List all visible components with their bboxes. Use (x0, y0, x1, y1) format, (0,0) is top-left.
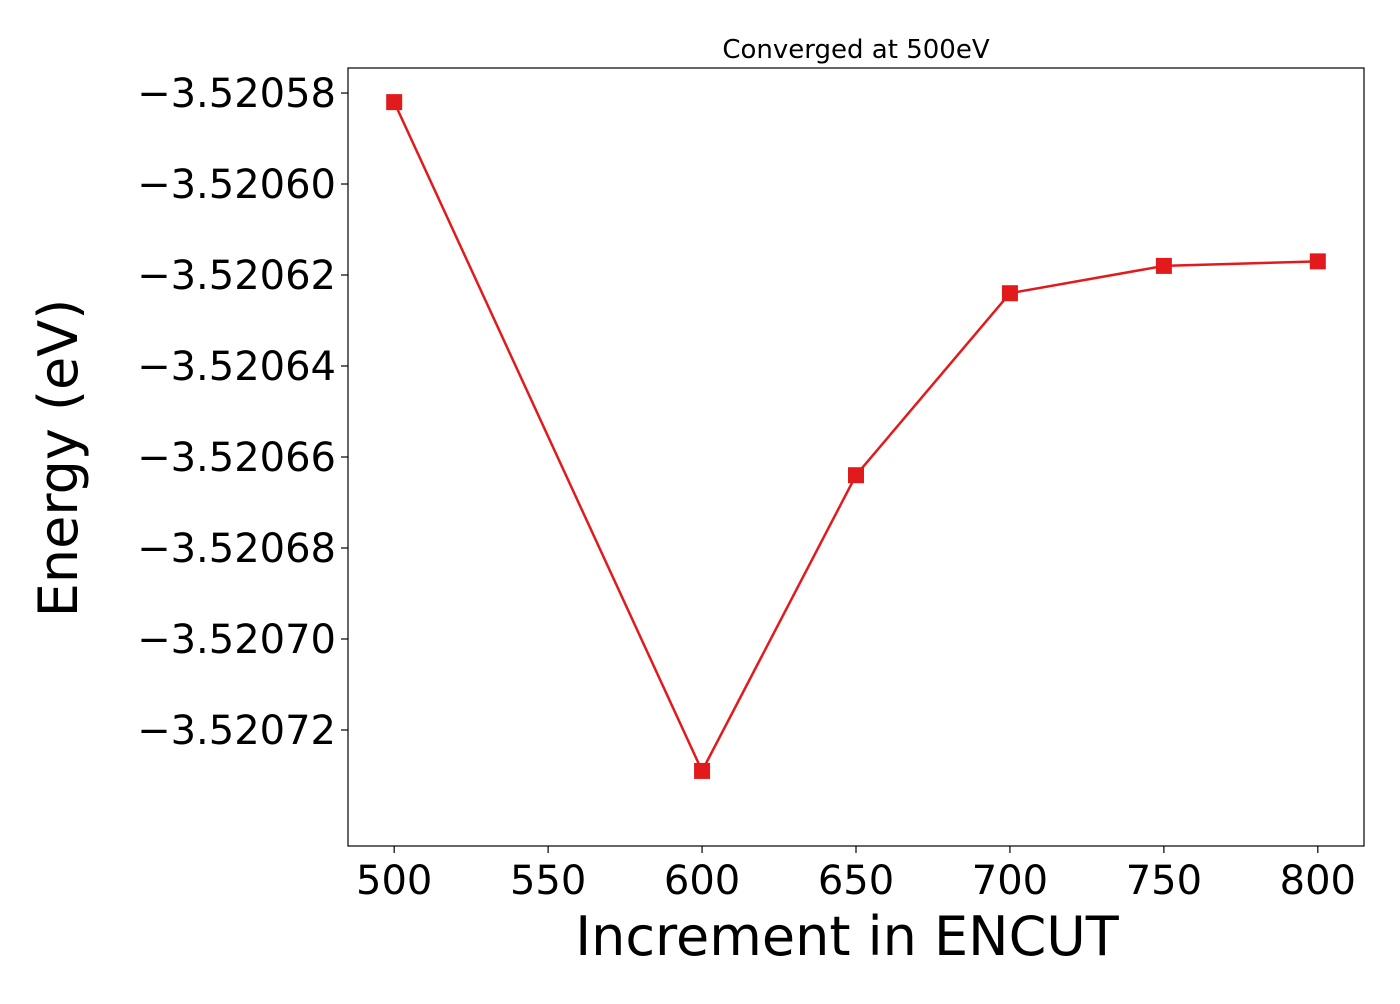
data-point-marker (1155, 257, 1172, 274)
x-tick-label: 500 (356, 858, 432, 904)
data-point-marker (848, 467, 864, 484)
x-tick-label: 550 (510, 858, 586, 904)
x-axis: 500 550 600 650 700 750 800 (356, 846, 1356, 904)
y-axis-label: Energy (eV) (27, 299, 90, 618)
chart-title: Converged at 500eV (722, 35, 989, 65)
x-tick-label: 750 (1126, 858, 1202, 904)
y-tick-label: −3.52066 (137, 435, 336, 481)
y-tick-label: −3.52072 (137, 708, 336, 754)
data-point-marker (694, 762, 711, 779)
y-tick-label: −3.52068 (137, 526, 336, 572)
x-tick-label: 650 (818, 858, 894, 904)
x-tick-label: 700 (972, 858, 1048, 904)
data-point-marker (386, 94, 403, 111)
y-axis: −3.52058 −3.52060 −3.52062 −3.52064 −3.52066… (137, 71, 348, 754)
plot-area-frame (347, 67, 1365, 847)
y-tick-label: −3.52064 (137, 344, 336, 390)
series-line (393, 101, 1318, 773)
x-axis-label: Increment in ENCUT (575, 905, 1120, 968)
x-tick-label: 600 (664, 858, 740, 904)
data-point-marker (1001, 285, 1018, 302)
series-layer (386, 94, 1326, 779)
y-tick-label: −3.52070 (137, 617, 336, 663)
y-tick-label: −3.52062 (137, 253, 336, 299)
x-tick-label: 800 (1280, 858, 1356, 904)
y-tick-label: −3.52060 (137, 162, 336, 208)
y-tick-label: −3.52058 (137, 71, 336, 117)
data-point-marker (1309, 253, 1326, 270)
